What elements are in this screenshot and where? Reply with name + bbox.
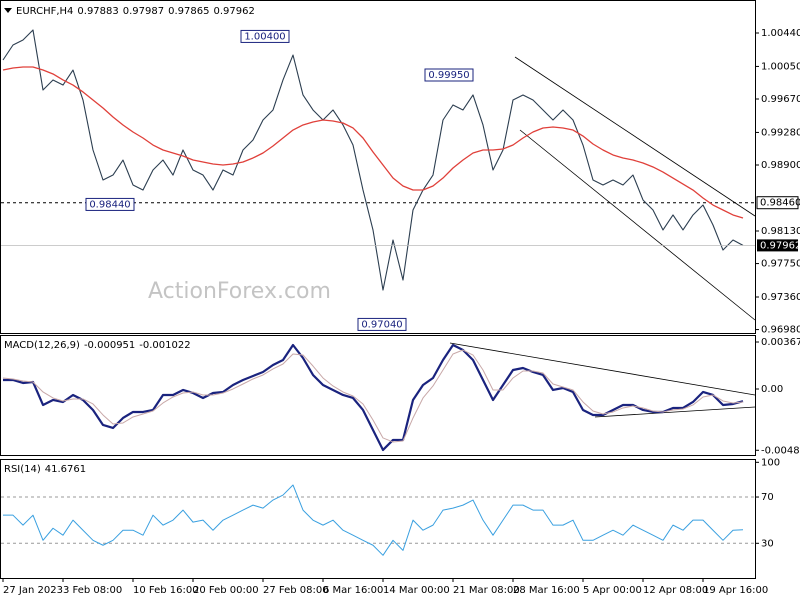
x-tick-label: 10 Feb 16:00 — [133, 585, 199, 596]
series-line — [3, 343, 744, 452]
series-line — [2, 29, 744, 291]
header-value: -0.001022 — [139, 340, 190, 351]
panel-title: EURCHF,H4 — [16, 6, 73, 17]
header-value: 0.97962 — [213, 6, 254, 17]
annotation-box — [85, 197, 135, 211]
level-label: 0.98460 — [760, 198, 800, 209]
x-tick-label: 27 Feb 08:00 — [263, 585, 329, 596]
y-tick-label: -0.0048 — [761, 445, 800, 456]
main-panel — [0, 0, 756, 334]
x-tick-label: 20 Feb 00:00 — [193, 585, 259, 596]
annotation-label: 0.99950 — [428, 70, 469, 81]
annotation-label: 0.97040 — [361, 319, 402, 330]
rsi-panel — [0, 459, 756, 579]
x-tick-label: 14 Mar 00:00 — [383, 585, 450, 596]
annotation-box — [357, 317, 407, 331]
annotation-label: 1.00400 — [244, 31, 285, 42]
y-tick-label: 0.00 — [761, 384, 783, 395]
y-tick-label: 1.00050 — [761, 61, 800, 72]
x-tick-label: 12 Apr 08:00 — [643, 585, 708, 596]
annotation-label: 0.98440 — [89, 199, 130, 210]
y-tick-label: 0.98130 — [761, 226, 800, 237]
header-value: 0.97987 — [123, 6, 164, 17]
y-tick-label: 100 — [761, 457, 780, 468]
header-value: 41.6761 — [45, 464, 86, 475]
channel-upper — [514, 56, 756, 217]
level-box — [756, 196, 799, 210]
y-tick-label: 1.00440 — [761, 28, 800, 39]
y-tick-label: 0.98900 — [761, 160, 800, 171]
y-tick-label: 0.99670 — [761, 94, 800, 105]
header-value: 0.97865 — [168, 6, 209, 17]
last-price-box — [757, 239, 798, 252]
watermark: ActionForex.com — [148, 279, 331, 304]
x-tick-label: 28 Mar 16:00 — [513, 585, 580, 596]
x-tick-label: 6 Mar 16:00 — [323, 585, 383, 596]
x-tick-label: 5 Apr 00:00 — [583, 585, 642, 596]
macd-trendline-lower — [594, 406, 756, 418]
last-price-label: 0.97962 — [760, 240, 800, 251]
panel-header: EURCHF,H4 0.97883 0.97987 0.97865 0.97962 — [16, 6, 255, 17]
series-line — [2, 349, 744, 443]
macd-panel — [0, 335, 756, 456]
series-line — [3, 484, 744, 556]
panel-header: RSI(14) 41.6761 — [4, 464, 86, 475]
menu-icon — [4, 8, 12, 13]
series-line — [2, 66, 744, 219]
y-tick-label: 70 — [761, 492, 774, 503]
x-tick-label: 27 Jan 2023 — [3, 585, 63, 596]
y-tick-label: 0.97360 — [761, 292, 800, 303]
y-tick-label: 0.99280 — [761, 127, 800, 138]
channel-lower — [519, 129, 756, 321]
macd-trendline-upper — [449, 342, 756, 396]
x-tick-label: 3 Feb 08:00 — [63, 585, 122, 596]
panel-title: RSI(14) — [4, 464, 41, 475]
panel-header: MACD(12,26,9) -0.000951 -0.001022 — [4, 340, 191, 351]
x-tick-label: 21 Mar 08:00 — [453, 585, 520, 596]
y-tick-label: 0.97750 — [761, 259, 800, 270]
x-tick-label: 19 Apr 16:00 — [703, 585, 768, 596]
y-tick-label: 30 — [761, 538, 774, 549]
annotation-box — [424, 68, 474, 82]
header-value: -0.000951 — [84, 340, 135, 351]
y-tick-label: 0.96980 — [761, 325, 800, 336]
annotation-box — [240, 29, 290, 43]
header-value: 0.97883 — [77, 6, 118, 17]
y-tick-label: 0.003679 — [761, 337, 800, 348]
panel-title: MACD(12,26,9) — [4, 340, 80, 351]
